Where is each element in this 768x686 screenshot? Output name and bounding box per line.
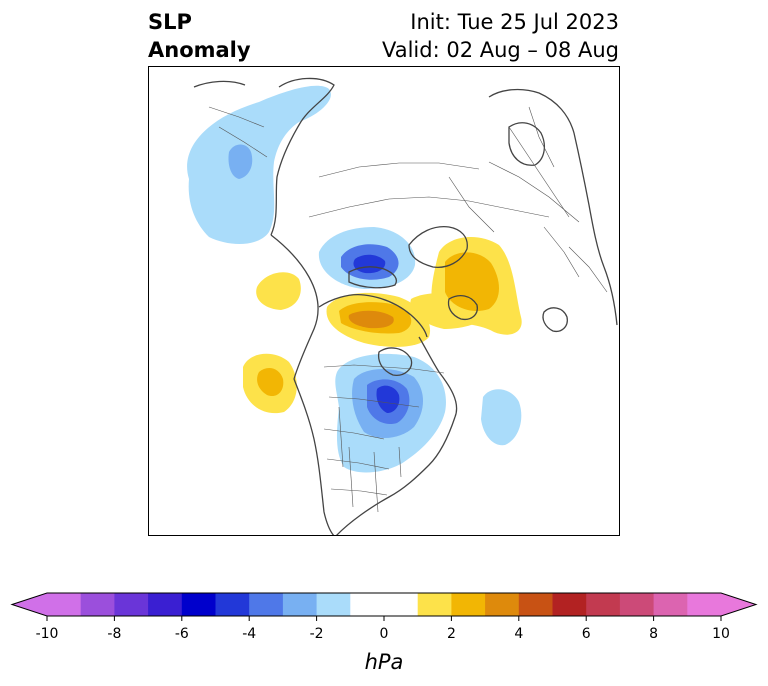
colorbar-swatch: [384, 593, 419, 616]
map-title: SLP Anomaly: [148, 8, 251, 64]
colorbar-swatch: [114, 593, 149, 616]
colorbar-swatch: [552, 593, 587, 616]
anomaly-negative-light-west: [187, 85, 331, 244]
coastlines: [193, 77, 618, 535]
map-dates: Init: Tue 25 Jul 2023 Valid: 02 Aug – 08…: [382, 8, 619, 64]
colorbar-tick-label: -2: [310, 626, 324, 642]
anomaly-negative-strong-arctic: [353, 254, 386, 274]
colorbar-swatches: [10, 592, 758, 617]
valid-dates: Valid: 02 Aug – 08 Aug: [381, 38, 619, 62]
colorbar-swatch: [350, 593, 385, 616]
colorbar-swatch: [653, 593, 688, 616]
colorbar-tick-label: 4: [514, 626, 523, 642]
colorbar-tick-label: 2: [447, 626, 456, 642]
anomaly-map: [149, 77, 618, 535]
colorbar-swatch: [215, 593, 250, 616]
anomaly-negative-light-atlantic: [481, 389, 522, 446]
colorbar-tick-label: -4: [242, 626, 256, 642]
colorbar-swatch: [518, 593, 553, 616]
map-panel: [148, 66, 620, 536]
colorbar-extend-high: [721, 593, 756, 616]
colorbar: -10 -8 -6 -4 -2 0 2 4 6 8 10: [10, 592, 758, 642]
anomaly-positive-strong-central: [348, 310, 394, 329]
colorbar-swatch: [417, 593, 452, 616]
colorbar-swatch: [586, 593, 621, 616]
colorbar-swatch: [80, 593, 115, 616]
colorbar-tick-label: -6: [175, 626, 189, 642]
colorbar-swatch: [47, 593, 82, 616]
colorbar-ticks: -10 -8 -6 -4 -2 0 2 4 6 8 10: [36, 616, 730, 642]
anomaly-fills: [149, 85, 522, 473]
colorbar-swatch: [282, 593, 318, 616]
colorbar-tick-label: 0: [380, 626, 389, 642]
title-line-variable: SLP: [148, 10, 192, 34]
colorbar-tick-label: -8: [107, 626, 121, 642]
country-borders: [208, 106, 608, 513]
anomaly-negative-mid-west: [228, 144, 253, 179]
colorbar-extend-low: [12, 593, 47, 616]
colorbar-swatch: [249, 593, 284, 616]
missing-data-strip: [149, 285, 161, 319]
colorbar-swatch: [485, 593, 520, 616]
anomaly-positive-mid-pacific: [257, 367, 284, 397]
colorbar-swatch: [687, 593, 722, 616]
colorbar-swatch: [619, 593, 655, 616]
colorbar-unit-label: hPa: [364, 650, 404, 674]
colorbar-tick-label: -10: [36, 626, 59, 642]
anomaly-negative-core-canada: [376, 385, 400, 413]
init-date: Init: Tue 25 Jul 2023: [410, 10, 619, 34]
title-line-quantity: Anomaly: [148, 38, 251, 62]
colorbar-swatch: [181, 593, 216, 616]
colorbar-swatch: [148, 593, 183, 616]
colorbar-swatch: [316, 593, 351, 616]
colorbar-swatch: [451, 593, 486, 616]
colorbar-tick-label: 8: [649, 626, 658, 642]
colorbar-tick-label: 10: [712, 626, 730, 642]
colorbar-tick-label: 6: [582, 626, 591, 642]
anomaly-positive-light-west: [256, 272, 301, 310]
